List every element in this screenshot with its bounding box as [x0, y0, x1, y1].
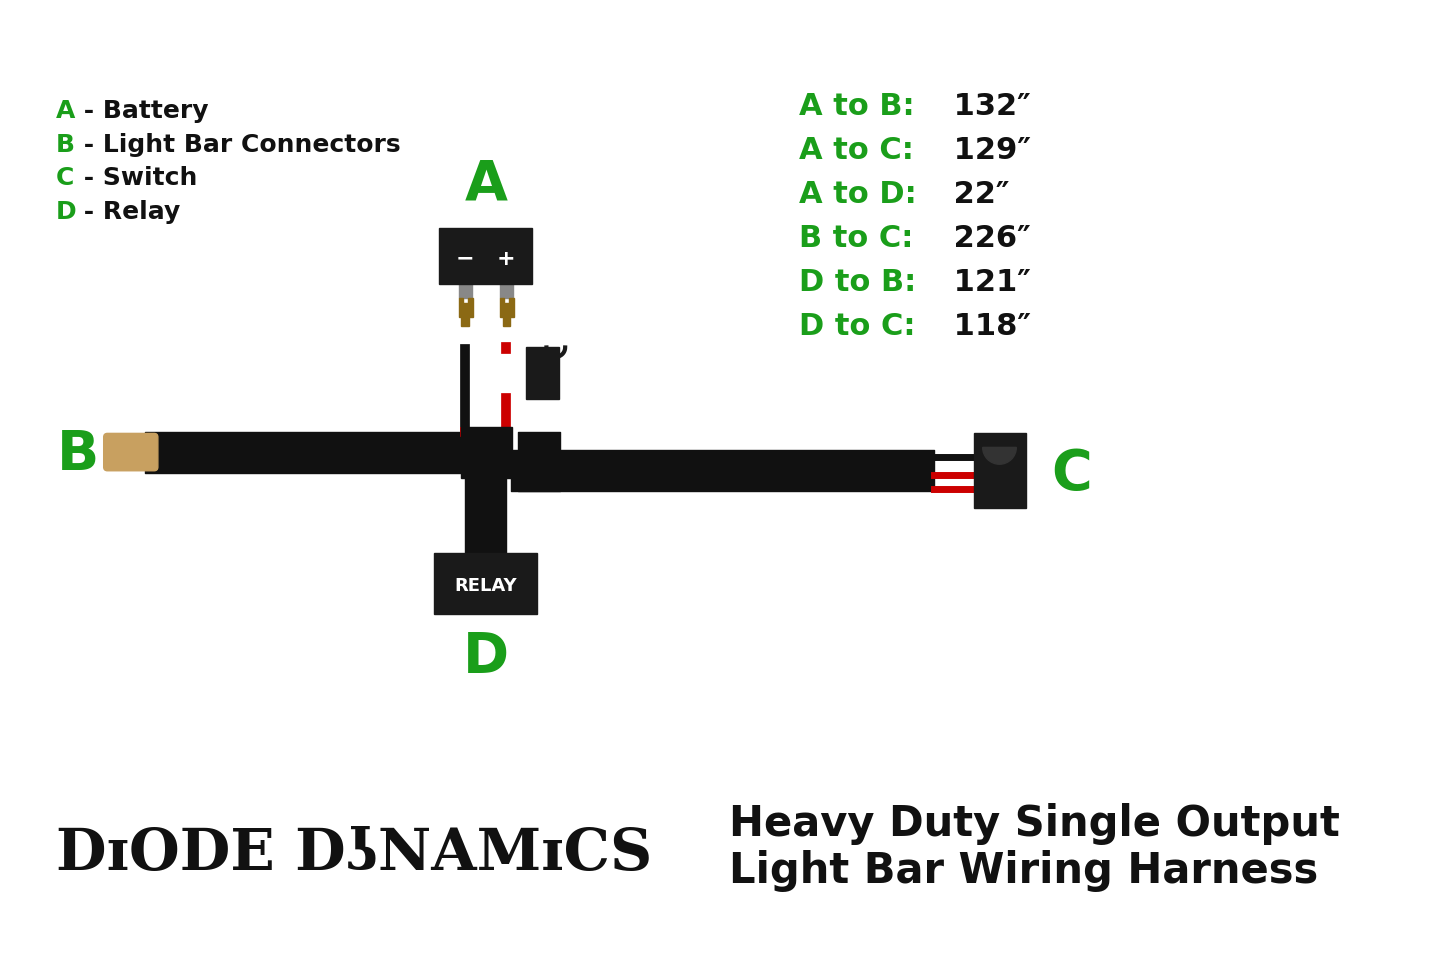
Text: 121″: 121″: [944, 268, 1032, 297]
FancyBboxPatch shape: [104, 433, 158, 471]
Bar: [503, 302, 510, 325]
Text: - Light Bar Connectors: - Light Bar Connectors: [75, 133, 400, 157]
Text: B: B: [56, 133, 75, 157]
Text: DɪODE DʖNAMɪCS: DɪODE DʖNAMɪCS: [56, 825, 652, 882]
Text: 132″: 132″: [944, 92, 1032, 121]
Text: B to C:: B to C:: [799, 224, 913, 253]
Bar: [468, 298, 473, 317]
Text: - Switch: - Switch: [75, 167, 197, 191]
Text: 22″: 22″: [944, 180, 1010, 209]
Text: C: C: [56, 167, 75, 191]
Text: 226″: 226″: [944, 224, 1032, 253]
Text: Light Bar Wiring Harness: Light Bar Wiring Harness: [728, 849, 1318, 892]
Bar: [439, 228, 532, 284]
Bar: [461, 302, 470, 325]
Text: Heavy Duty Single Output: Heavy Duty Single Output: [728, 803, 1340, 845]
Text: - Relay: - Relay: [75, 200, 181, 223]
Text: A: A: [56, 99, 75, 123]
Text: - Battery: - Battery: [75, 99, 208, 123]
Text: RELAY: RELAY: [454, 577, 517, 595]
Text: A to C:: A to C:: [799, 137, 913, 166]
Bar: [461, 427, 512, 479]
Text: A to D:: A to D:: [799, 180, 916, 209]
Bar: [509, 298, 514, 317]
Wedge shape: [983, 448, 1016, 464]
Text: A: A: [464, 157, 507, 211]
Text: D: D: [56, 200, 77, 223]
Text: +: +: [497, 248, 516, 269]
Text: D to C:: D to C:: [799, 312, 915, 341]
Text: A to B:: A to B:: [799, 92, 915, 121]
Bar: [500, 284, 513, 298]
Bar: [526, 348, 559, 399]
Text: D: D: [462, 630, 509, 684]
Bar: [974, 433, 1026, 508]
Text: C: C: [1051, 447, 1091, 501]
Text: B: B: [56, 428, 98, 482]
Bar: [435, 553, 538, 613]
Bar: [458, 298, 464, 317]
Text: 118″: 118″: [944, 312, 1032, 341]
Bar: [500, 298, 504, 317]
Bar: [458, 284, 471, 298]
Text: 129″: 129″: [944, 137, 1032, 166]
Text: D to B:: D to B:: [799, 268, 916, 297]
Text: −: −: [455, 248, 474, 269]
